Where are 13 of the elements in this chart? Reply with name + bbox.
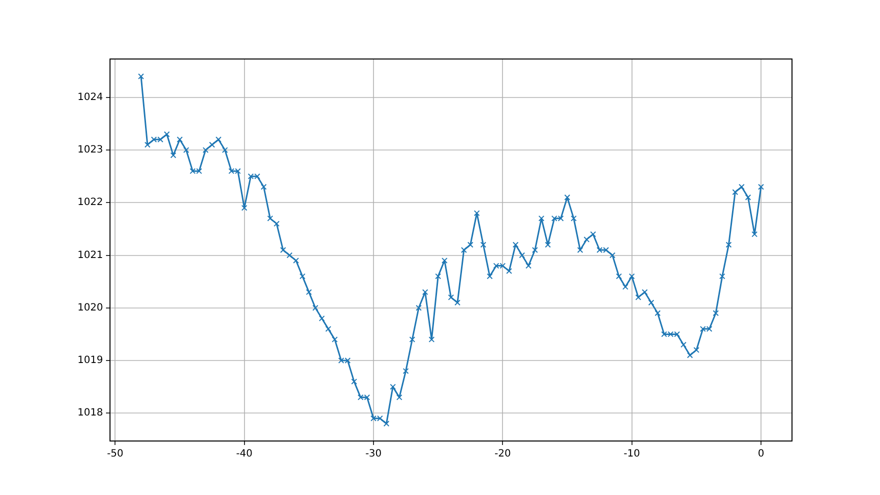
x-tick-label: 0 <box>758 448 764 460</box>
x-tick-label: -30 <box>365 448 382 460</box>
y-tick-label: 1019 <box>78 355 103 366</box>
x-tick-label: -50 <box>106 448 124 460</box>
y-tick-label: 1022 <box>78 197 103 208</box>
y-tick-label: 1018 <box>78 408 103 419</box>
y-tick-label: 1021 <box>78 250 103 261</box>
y-tick-label: 1024 <box>78 92 103 104</box>
y-tick-label: 1023 <box>78 144 103 156</box>
y-tick-label: 1020 <box>78 302 103 314</box>
x-tick-label: -20 <box>494 448 511 460</box>
x-tick-label: -40 <box>236 448 253 460</box>
x-tick-label: -10 <box>624 448 640 460</box>
